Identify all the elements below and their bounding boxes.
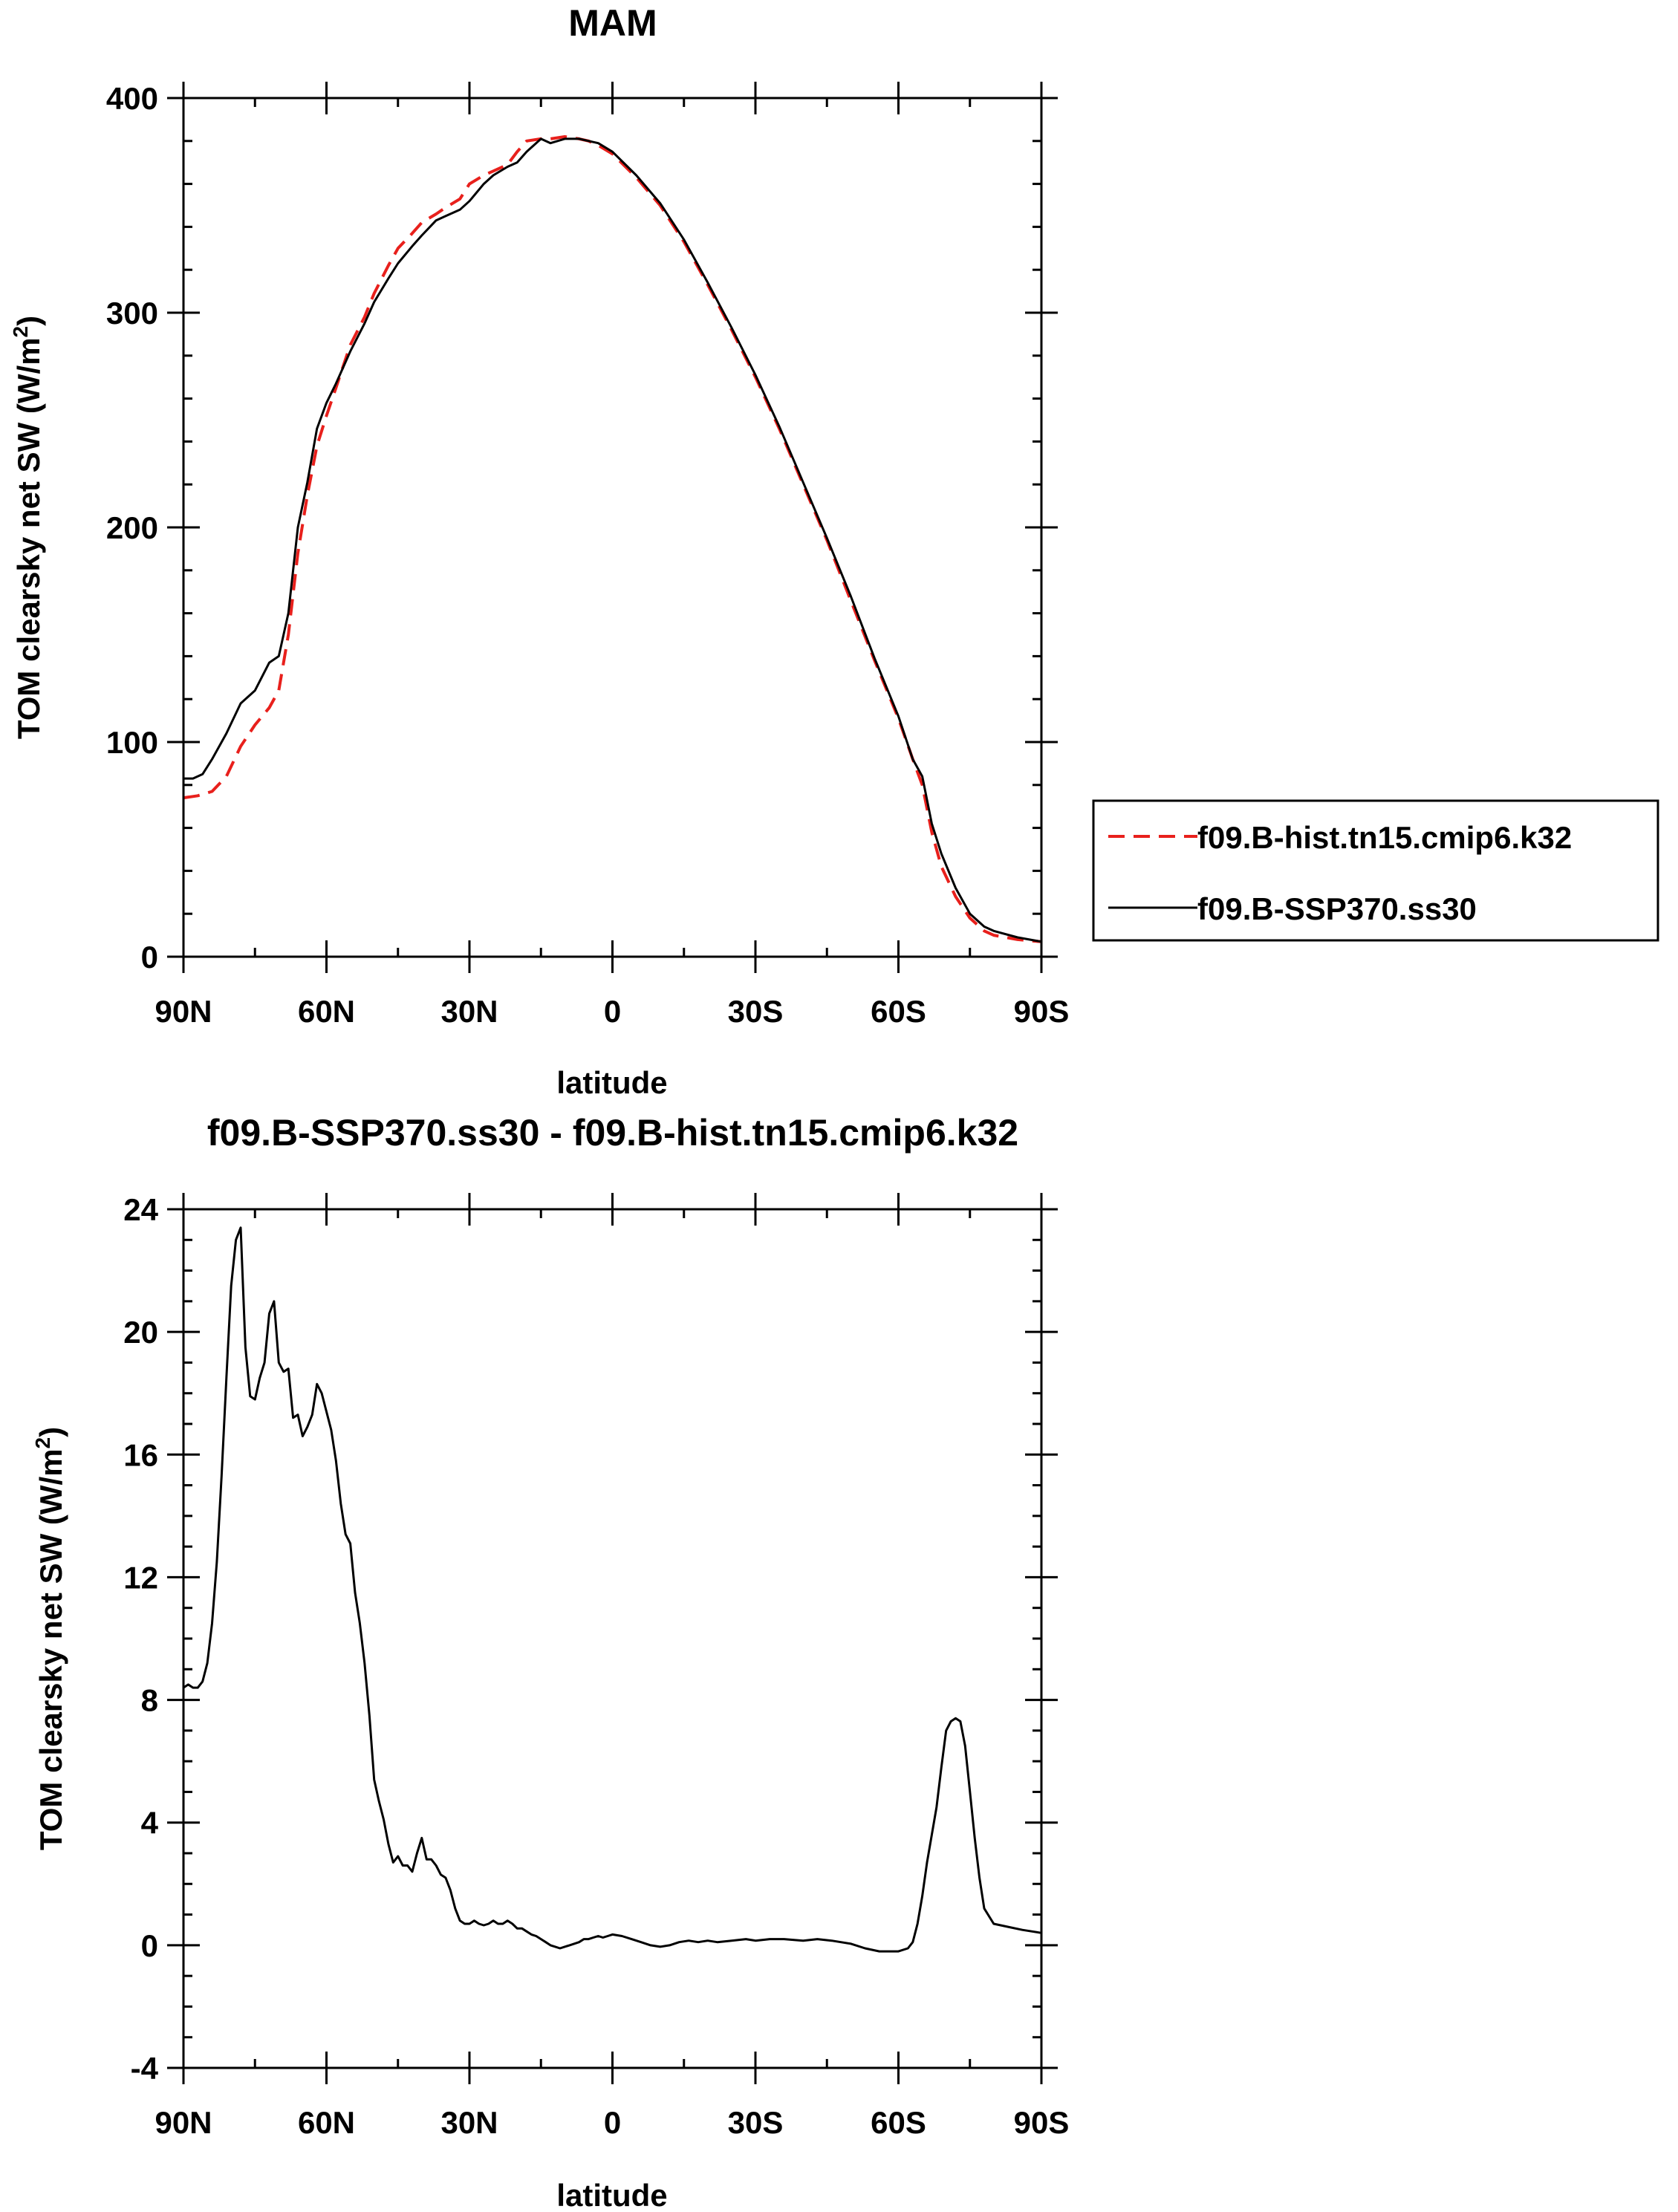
plot-lines (183, 135, 1042, 943)
y-tick-label: 20 (123, 1315, 158, 1350)
y-axis-label-sup: 2 (31, 1437, 54, 1449)
x-tick-label: 60S (871, 994, 926, 1029)
legend-box (1092, 799, 1659, 942)
x-tick-label: 60N (298, 994, 355, 1029)
x-tick-label: 90N (155, 2105, 212, 2140)
series-line-1 (183, 137, 1042, 943)
legend: f09.B-hist.tn15.cmip6.k32 f09.B-SSP370.s… (1092, 799, 1659, 942)
chart-title: f09.B-SSP370.ss30 - f09.B-hist.tn15.cmip… (207, 1112, 1018, 1154)
chart-title: MAM (568, 2, 657, 44)
x-axis-label: latitude (556, 1065, 667, 1100)
x-ticks: 90N 60N 30N 0 30S 60S 90S (155, 82, 1069, 1029)
y-axis-label-tail: ) (11, 316, 46, 326)
y-axis-label: TOM clearsky net SW (W/m2) (9, 316, 46, 739)
y-axis-label-sup: 2 (9, 326, 32, 338)
y-axis-label-main: TOM clearsky net SW (W/m (33, 1448, 68, 1850)
x-tick-label: 30N (440, 994, 498, 1029)
y-axis-label: TOM clearsky net SW (W/m2) (31, 1427, 68, 1850)
x-tick-label: 30S (728, 994, 784, 1029)
y-tick-label: 300 (106, 296, 158, 331)
y-tick-label: 0 (141, 940, 158, 975)
series-line-0 (183, 1226, 1042, 1953)
x-tick-label: 60N (298, 2105, 355, 2140)
y-tick-label: 0 (141, 1928, 158, 1963)
x-axis-label: latitude (556, 2178, 667, 2212)
legend-label-hist: f09.B-hist.tn15.cmip6.k32 (1197, 820, 1572, 855)
chart-mam: MAM 90N 60N 30N 0 30S 60S 90S 0 100 200 300 400 la… (9, 2, 1659, 1100)
x-tick-label: 60S (871, 2105, 926, 2140)
y-tick-label: 8 (141, 1683, 158, 1718)
x-tick-label: 30S (728, 2105, 784, 2140)
plot-frame (182, 1208, 1043, 2069)
x-tick-label: 90S (1014, 994, 1070, 1029)
chart-difference: f09.B-SSP370.ss30 - f09.B-hist.tn15.cmip… (31, 1112, 1069, 2212)
x-tick-label: 30N (440, 2105, 498, 2140)
x-ticks: 90N 60N 30N 0 30S 60S 90S (155, 1193, 1069, 2140)
y-axis-label-tail: ) (33, 1427, 68, 1437)
x-tick-label: 0 (604, 994, 621, 1029)
y-tick-label: -4 (131, 2051, 159, 2086)
y-tick-label: 200 (106, 510, 158, 545)
y-tick-label: 16 (123, 1437, 158, 1472)
y-tick-label: 12 (123, 1560, 158, 1595)
y-ticks: -4 0 4 8 12 16 20 24 (123, 1192, 1058, 2086)
plot-frame (182, 97, 1043, 958)
plot-lines (183, 1226, 1042, 1953)
x-tick-label: 0 (604, 2105, 621, 2140)
x-tick-label: 90S (1014, 2105, 1070, 2140)
y-tick-label: 100 (106, 725, 158, 760)
y-tick-label: 4 (141, 1806, 159, 1841)
x-tick-label: 90N (155, 994, 212, 1029)
y-tick-label: 24 (123, 1192, 158, 1227)
y-tick-label: 400 (106, 81, 158, 116)
y-axis-label-main: TOM clearsky net SW (W/m (11, 337, 46, 739)
legend-label-ssp370: f09.B-SSP370.ss30 (1197, 891, 1477, 926)
